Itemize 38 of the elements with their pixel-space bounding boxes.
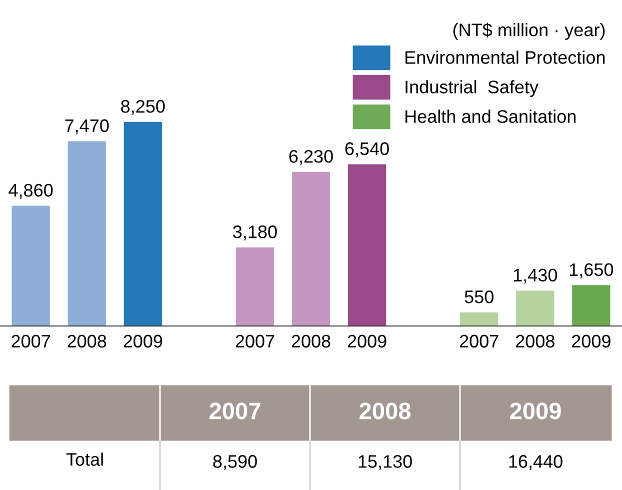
bar [572,285,610,326]
data-label: 1,650 [570,263,614,278]
bar [68,141,106,326]
x-tick-label: 2008 [516,334,554,348]
x-tick-label: 2007 [236,334,274,348]
bar [516,290,554,326]
text: 8,590 [213,455,257,470]
text: 16,440 [509,455,562,470]
data-label: 6,230 [289,150,333,165]
text: 15,130 [358,455,412,470]
data-label: 6,540 [345,142,389,158]
bar [236,247,274,326]
data-label: 3,180 [233,225,277,240]
legend-title: (NT$ million · year) [453,22,605,40]
x-tick-label: 2007 [12,334,50,348]
data-label: 7,470 [65,119,109,134]
x-tick-label: 2009 [572,334,610,348]
x-tick-label: 2008 [292,334,330,348]
bar [124,122,162,326]
data-label: 550 [464,290,494,304]
legend-label: Environmental Protection [406,50,605,64]
text: 2007 [210,402,260,420]
data-label: 8,250 [121,100,165,115]
text: 2008 [360,402,411,420]
data-label: 1,430 [514,268,558,284]
x-tick-label: 2009 [124,334,162,348]
legend-label: Health and Sanitation [406,110,576,123]
data-label: 4,860 [8,184,53,199]
bar [460,312,498,326]
bar [348,164,386,326]
bar [12,206,50,326]
text: Total [66,452,103,466]
legend-label: Industrial Safety [406,80,538,97]
x-tick-label: 2007 [460,334,498,348]
text: 2009 [510,402,561,420]
x-tick-label: 2008 [68,334,106,348]
x-tick-label: 2009 [348,334,386,348]
bar [292,172,330,326]
